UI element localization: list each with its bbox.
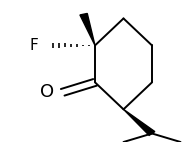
Polygon shape xyxy=(80,13,95,45)
Polygon shape xyxy=(124,109,155,135)
Text: O: O xyxy=(40,83,55,101)
Text: F: F xyxy=(30,38,39,53)
